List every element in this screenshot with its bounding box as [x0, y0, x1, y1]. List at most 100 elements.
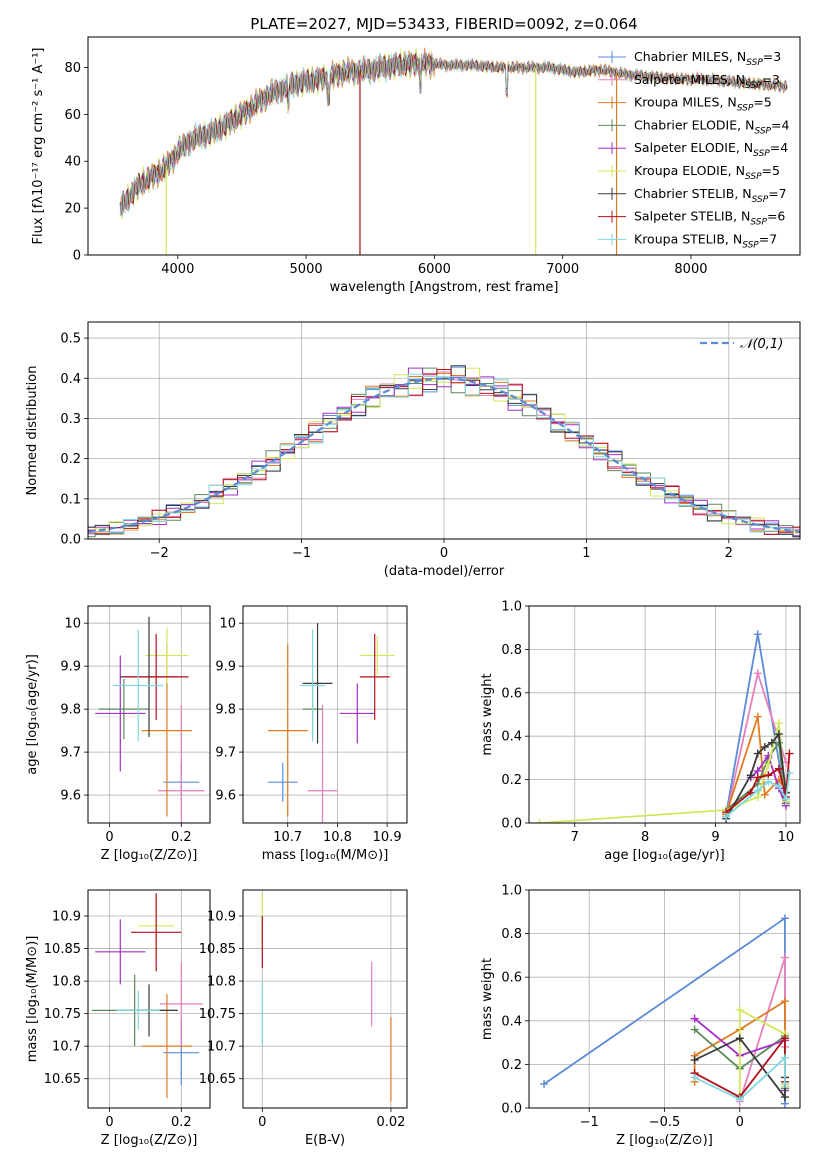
- legend-label: Kroupa ELODIE, NSSP=5: [634, 163, 780, 182]
- y-tick-label: 0.2: [501, 773, 522, 788]
- legend-label: Salpeter MILES, NSSP=3: [634, 72, 780, 91]
- mass_weight_vs_age-frame: [528, 605, 801, 824]
- legend-label: Salpeter ELODIE, NSSP=4: [634, 140, 788, 159]
- weight-marker: [764, 777, 773, 786]
- y-tick-label: 9.6: [215, 789, 236, 804]
- age_vs_Z-frame: [87, 605, 211, 824]
- x-tick-label: −1: [292, 546, 311, 561]
- y-tick-label: 0.8: [501, 643, 522, 658]
- y-tick-label: 10.8: [207, 975, 236, 990]
- x-axis-label: age [log₁₀(age/yr)]: [604, 848, 725, 863]
- x-tick-label: 0: [258, 1115, 266, 1130]
- y-axis-label: mass weight: [480, 673, 495, 755]
- weight-marker: [780, 1093, 789, 1102]
- x-axis-label: wavelength [Angstrom, rest frame]: [330, 280, 559, 295]
- legend-label: Kroupa STELIB, NSSP=7: [634, 231, 777, 250]
- weight-marker: [753, 773, 762, 782]
- legend-label: Chabrier ELODIE, NSSP=4: [634, 117, 789, 136]
- x-axis-label: Z [log₁₀(Z/Z⊙)]: [101, 848, 198, 863]
- y-tick-label: 1.0: [501, 884, 522, 899]
- legend-label-main: Kroupa MILES, N: [634, 95, 737, 110]
- x-tick-label: 0.2: [171, 830, 192, 845]
- x-tick-label: 8000: [674, 262, 707, 277]
- legend-label-sub: SSP: [746, 58, 763, 68]
- mass_vs_ebv-panel: 0 0.02 10.65 10.7 10.75 10.8 10.85 10.9 E(B-V): [199, 889, 408, 1148]
- y-tick-label: 9.8: [215, 703, 236, 718]
- errorbar-point: [95, 655, 146, 772]
- y-tick-label: 10.75: [44, 1007, 81, 1022]
- y-tick-label: 10.7: [52, 1040, 81, 1055]
- y-tick-label: 20: [64, 202, 81, 217]
- legend-label-value: =3: [762, 72, 780, 87]
- mass_weight_vs_age-plot-area: [535, 630, 794, 823]
- spectrum-panel: 4000 5000 6000 7000 8000 0 20 40 60 80 wavelength …: [31, 36, 801, 295]
- histogram-chabrier-elodie: [88, 367, 800, 538]
- errorbar-point: [359, 636, 395, 675]
- y-tick-label: 0.6: [501, 971, 522, 986]
- y-tick-label: 0.4: [60, 372, 81, 387]
- legend-label-value: =5: [762, 163, 780, 178]
- errorbar-point: [302, 623, 333, 744]
- x-tick-label: 1: [582, 546, 590, 561]
- y-tick-label: 10: [64, 617, 81, 632]
- legend-label-value: =4: [770, 140, 788, 155]
- legend-label-main: Kroupa ELODIE, N: [634, 163, 745, 178]
- weight-marker: [753, 669, 762, 678]
- x-axis-label: (data-model)/error: [384, 564, 505, 579]
- x-tick-label: 5000: [290, 262, 323, 277]
- y-tick-label: 10.65: [199, 1072, 236, 1087]
- legend-label-sub: SSP: [742, 240, 759, 250]
- y-axis-label: mass weight: [480, 958, 495, 1040]
- legend-label-sub: SSP: [752, 195, 769, 205]
- spectrum-line-kroupa-stelib: [119, 50, 788, 215]
- y-tick-label: 9.7: [60, 746, 81, 761]
- legend-label-value: =3: [763, 49, 781, 64]
- x-tick-label: 0: [105, 830, 113, 845]
- x-axis-label: Z [log₁₀(Z/Z⊙)]: [101, 1133, 198, 1148]
- age_vs_mass-plot-area: [267, 623, 395, 823]
- weight-marker: [785, 769, 794, 778]
- age_vs_mass-panel: 10.7 10.8 10.9 9.6 9.7 9.8 9.9 10 mass [log₁₀(M/…: [215, 605, 408, 863]
- mass_vs_Z-panel: 0 0.2 10.65 10.7 10.75 10.8 10.85 10.9 Z [log₁₀(…: [25, 889, 211, 1148]
- weight-marker: [722, 812, 731, 821]
- x-tick-label: 0.2: [171, 1115, 192, 1130]
- weight-marker: [774, 719, 783, 728]
- legend-label-sub: SSP: [753, 149, 770, 159]
- weight-marker: [535, 819, 544, 823]
- y-tick-label: 10.65: [44, 1072, 81, 1087]
- x-tick-label: 9: [711, 830, 719, 845]
- weight-marker: [690, 1056, 699, 1065]
- weight-marker: [753, 630, 762, 639]
- y-tick-label: 0.8: [501, 927, 522, 942]
- age_vs_Z-plot-area: [95, 616, 205, 823]
- weight-marker: [764, 760, 773, 769]
- y-tick-label: 0.1: [60, 492, 81, 507]
- spectrum-plot-area: [119, 47, 788, 255]
- legend-label-value: =6: [767, 209, 785, 224]
- x-tick-label: 0: [105, 1115, 113, 1130]
- legend-label-sub: SSP: [750, 218, 767, 228]
- errorbar-point: [116, 990, 160, 1030]
- y-tick-label: 0.4: [501, 1014, 522, 1029]
- age_vs_mass-frame: [242, 605, 408, 824]
- legend-label-value: =4: [771, 117, 789, 132]
- mass_weight_vs_Z-plot-area: [540, 914, 789, 1108]
- legend-label-main: Salpeter ELODIE, N: [634, 140, 753, 155]
- y-tick-label: 10.9: [207, 910, 236, 925]
- mass_vs_ebv-frame: [242, 889, 408, 1109]
- weight-marker: [690, 1014, 699, 1023]
- y-tick-label: 10.7: [207, 1040, 236, 1055]
- weight-marker: [735, 1034, 744, 1043]
- legend-label-value: =7: [768, 186, 786, 201]
- errorbar-point: [159, 961, 203, 1047]
- y-axis-label: Normed distribution: [25, 366, 40, 496]
- weight-line: [539, 722, 787, 823]
- legend-label-sub: SSP: [745, 172, 762, 182]
- legend-label-sub: SSP: [737, 104, 754, 114]
- legend-label-value: =7: [759, 231, 777, 246]
- errorbar-point: [157, 704, 205, 823]
- x-tick-label: 8: [641, 830, 649, 845]
- errorbar-point: [267, 644, 308, 817]
- weight-marker: [760, 743, 769, 752]
